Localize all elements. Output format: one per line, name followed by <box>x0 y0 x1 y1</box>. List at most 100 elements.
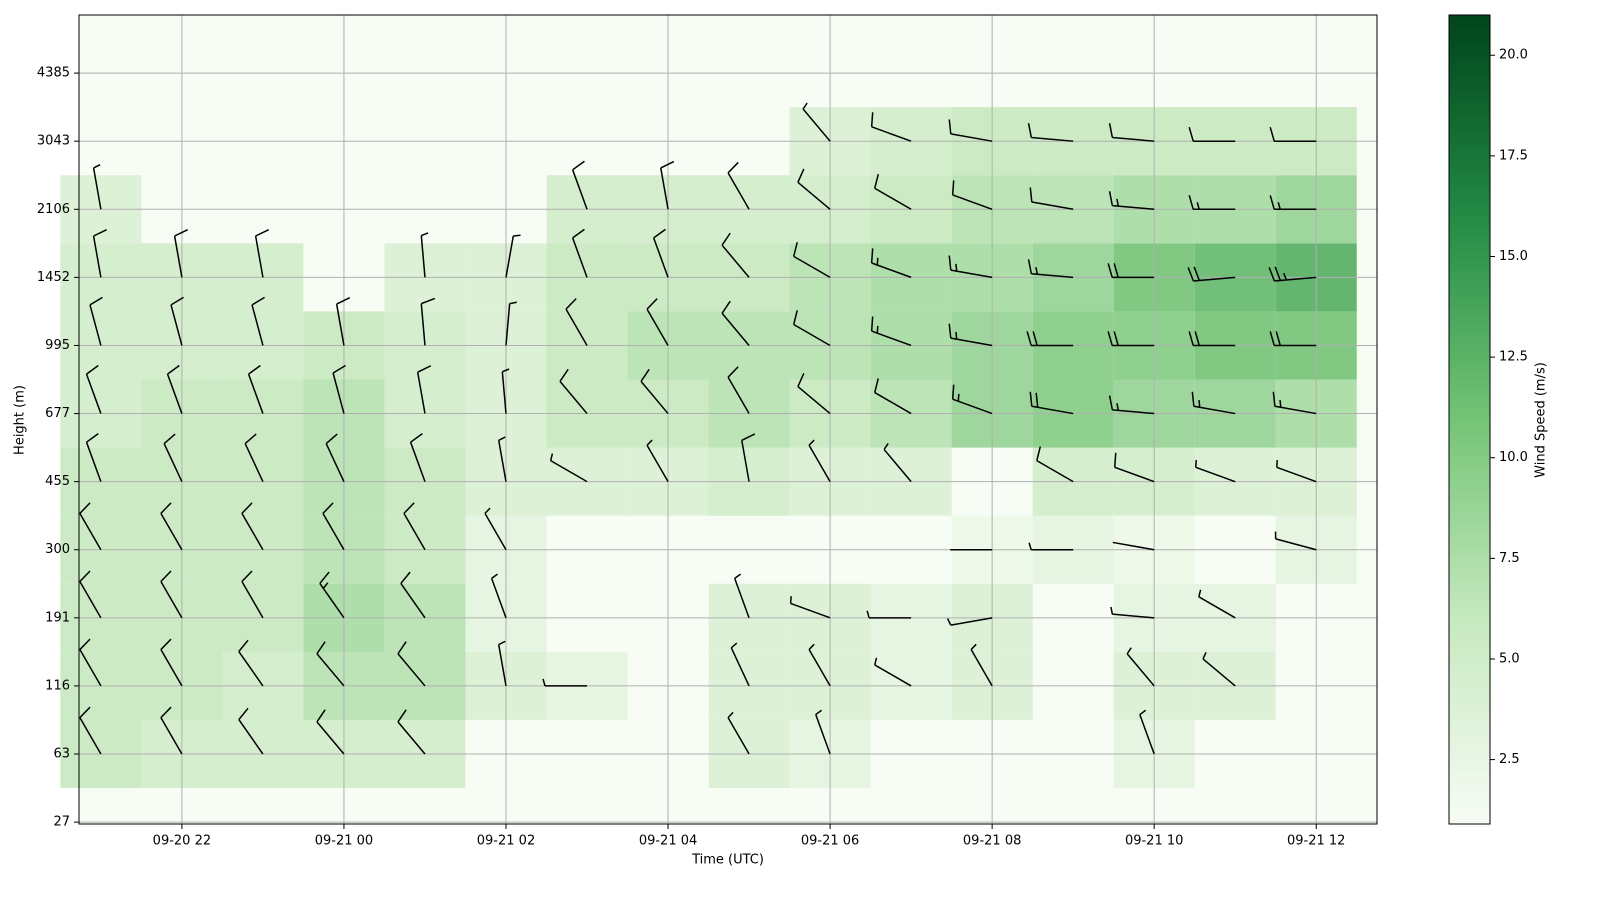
wind-barb <box>792 310 831 347</box>
wind-barb <box>970 643 993 687</box>
y-tick-label: 3043 <box>37 134 70 149</box>
wind-barb <box>1112 541 1155 551</box>
wind-barb <box>409 433 426 482</box>
barbs <box>79 102 1317 755</box>
wind-barb <box>1139 709 1155 755</box>
wind-barb <box>420 232 429 278</box>
wind-barb <box>1188 126 1236 142</box>
wind-barb <box>497 436 507 482</box>
wind-barb <box>325 433 345 482</box>
wind-barb <box>322 502 345 551</box>
plot-area <box>60 15 1377 824</box>
wind-barb <box>870 112 912 142</box>
wind-barb <box>92 164 102 210</box>
wind-barb <box>160 570 183 619</box>
x-tick-label: 09-21 02 <box>477 834 535 849</box>
wind-barb <box>254 228 270 278</box>
wind-barb <box>173 228 189 278</box>
y-tick-label: 995 <box>45 338 70 353</box>
wind-barb <box>316 641 345 687</box>
wind-barb <box>571 228 588 278</box>
wind-barb <box>163 433 183 482</box>
wind-barb <box>79 706 102 755</box>
wind-barb <box>874 378 912 415</box>
wind-barb <box>1268 266 1317 282</box>
wind-barb <box>870 248 912 279</box>
wind-barb <box>721 300 750 346</box>
wind-barb <box>808 439 831 483</box>
x-tick-label: 09-21 10 <box>1125 834 1183 849</box>
wind-barb <box>646 298 669 346</box>
y-tick-label: 191 <box>45 610 70 625</box>
wind-barb <box>870 316 912 347</box>
wind-barb <box>505 234 521 278</box>
x-tick-label: 09-21 00 <box>315 834 373 849</box>
colorbar-tick-label: 7.5 <box>1499 551 1520 566</box>
wind-barb <box>727 366 750 414</box>
y-tick-label: 677 <box>45 406 70 421</box>
x-tick-label: 09-21 04 <box>639 834 697 849</box>
wind-barb <box>319 571 345 619</box>
colorbar-tick-label: 5.0 <box>1499 651 1520 666</box>
wind-barb <box>505 301 517 346</box>
wind-barb <box>1107 263 1155 279</box>
wind-barb <box>866 610 912 619</box>
wind-barb <box>316 709 345 755</box>
wind-barb <box>815 709 831 755</box>
wind-barb <box>946 617 993 626</box>
wind-barb <box>490 573 507 619</box>
wind-barb <box>79 502 102 551</box>
wind-barb <box>948 323 993 347</box>
wind-barb <box>332 364 346 414</box>
wind-barb <box>1276 459 1317 483</box>
wind-barb <box>1269 331 1317 347</box>
wind-barb <box>166 364 183 414</box>
wind-barb <box>733 573 750 619</box>
wind-barb <box>251 296 265 346</box>
wind-barb <box>660 160 675 210</box>
wind-barb <box>1036 446 1074 483</box>
wind-barb <box>1027 259 1074 279</box>
wind-barb <box>501 368 510 414</box>
y-axis-label: Height (m) <box>13 385 28 455</box>
wind-barb <box>1029 391 1074 415</box>
wind-barb <box>1126 647 1155 687</box>
wind-barb <box>1202 651 1236 687</box>
wind-barb <box>792 242 831 279</box>
wind-barb <box>1113 452 1155 483</box>
y-tick-label: 455 <box>45 474 70 489</box>
wind-barb <box>1191 391 1236 415</box>
wind-barb <box>559 368 588 415</box>
y-tick-label: 300 <box>45 542 70 557</box>
y-tick-label: 116 <box>45 678 70 693</box>
wind-barb <box>244 433 264 482</box>
wind-barb <box>160 706 183 755</box>
wind-barb <box>721 232 750 278</box>
y-tick-label: 63 <box>53 747 70 762</box>
wind-barb <box>85 433 102 482</box>
colorbar-tick-label: 20.0 <box>1499 48 1528 63</box>
wind-barb <box>741 433 756 482</box>
wind-barb <box>241 570 264 619</box>
wind-barb <box>1108 191 1155 211</box>
colorbar-tick-label: 2.5 <box>1499 752 1520 767</box>
x-axis-label: Time (UTC) <box>691 853 764 868</box>
wind-barb <box>571 160 588 210</box>
wind-barb <box>497 640 507 687</box>
wind-barb <box>1027 123 1074 142</box>
colorbar-tick-label: 17.5 <box>1499 148 1528 163</box>
colorbar-tick-label: 15.0 <box>1499 249 1528 264</box>
x-tick-label: 09-20 22 <box>153 834 211 849</box>
wind-barb <box>951 180 993 210</box>
wind-barb <box>400 571 426 619</box>
wind-barb <box>238 707 264 755</box>
wind-barb <box>416 365 432 414</box>
wind-barb <box>1028 542 1074 551</box>
wind-barb <box>1188 331 1236 347</box>
wind-barb <box>1108 123 1155 142</box>
wind-barb <box>874 173 912 210</box>
plot-frame <box>78 14 1378 825</box>
wind-barb <box>1274 531 1317 551</box>
wind-barb <box>1272 391 1317 415</box>
wind-barb <box>883 443 912 483</box>
